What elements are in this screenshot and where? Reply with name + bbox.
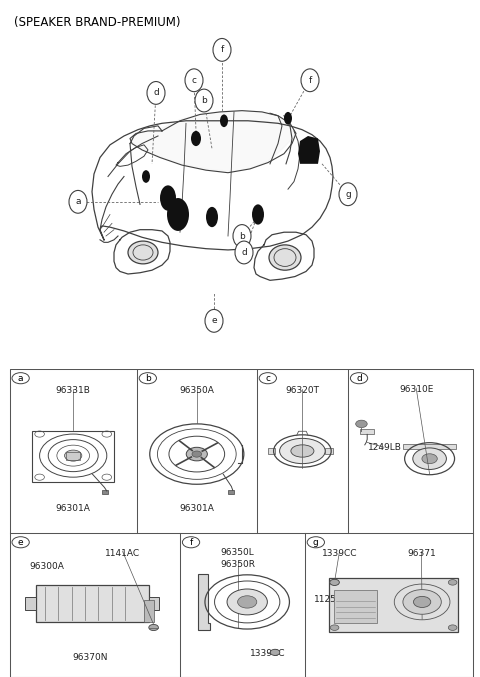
Circle shape xyxy=(330,625,339,630)
Circle shape xyxy=(413,448,446,469)
Text: a: a xyxy=(75,197,81,206)
Text: d: d xyxy=(153,89,159,97)
Text: 96301A: 96301A xyxy=(56,504,91,513)
Text: f: f xyxy=(220,45,224,54)
Circle shape xyxy=(307,537,324,548)
Ellipse shape xyxy=(167,198,189,231)
Circle shape xyxy=(413,596,431,607)
Circle shape xyxy=(238,596,257,608)
Circle shape xyxy=(147,81,165,104)
Circle shape xyxy=(270,649,280,655)
Ellipse shape xyxy=(252,204,264,225)
FancyBboxPatch shape xyxy=(403,444,456,450)
Text: 1339CC: 1339CC xyxy=(250,649,285,659)
Circle shape xyxy=(233,225,251,247)
Polygon shape xyxy=(298,136,320,164)
Ellipse shape xyxy=(220,114,228,127)
Circle shape xyxy=(448,625,457,630)
Text: 96370N: 96370N xyxy=(72,653,108,662)
Text: c: c xyxy=(192,76,196,85)
Text: 1339CC: 1339CC xyxy=(322,548,357,558)
Polygon shape xyxy=(198,574,210,630)
Circle shape xyxy=(330,580,339,586)
Text: 1249LB: 1249LB xyxy=(368,443,402,452)
Ellipse shape xyxy=(279,439,325,464)
Ellipse shape xyxy=(160,185,176,211)
Text: g: g xyxy=(313,538,319,547)
Circle shape xyxy=(12,372,29,384)
Circle shape xyxy=(259,372,276,384)
Circle shape xyxy=(350,372,368,384)
Circle shape xyxy=(139,372,156,384)
FancyBboxPatch shape xyxy=(149,596,159,610)
FancyBboxPatch shape xyxy=(25,596,36,610)
Circle shape xyxy=(69,190,87,213)
Text: 96310E: 96310E xyxy=(399,385,433,395)
Ellipse shape xyxy=(142,170,150,183)
Text: c: c xyxy=(265,374,270,383)
Text: 96300A: 96300A xyxy=(30,563,65,571)
Circle shape xyxy=(227,589,267,615)
Circle shape xyxy=(149,624,158,630)
Ellipse shape xyxy=(128,241,158,264)
Text: g: g xyxy=(345,190,351,199)
Polygon shape xyxy=(102,490,108,494)
Circle shape xyxy=(186,447,207,461)
Circle shape xyxy=(422,454,437,464)
Text: (SPEAKER BRAND-PREMIUM): (SPEAKER BRAND-PREMIUM) xyxy=(14,16,181,28)
Text: f: f xyxy=(308,76,312,85)
Circle shape xyxy=(301,69,319,91)
Circle shape xyxy=(205,309,223,332)
Text: 1141AC: 1141AC xyxy=(105,548,140,558)
FancyBboxPatch shape xyxy=(360,429,374,435)
Circle shape xyxy=(195,89,213,112)
Circle shape xyxy=(403,590,441,614)
Polygon shape xyxy=(130,110,296,171)
Ellipse shape xyxy=(284,112,292,125)
Text: d: d xyxy=(356,374,362,383)
Text: 96331B: 96331B xyxy=(56,386,91,395)
Text: b: b xyxy=(239,232,245,240)
FancyBboxPatch shape xyxy=(268,447,275,454)
Circle shape xyxy=(330,580,339,585)
Text: b: b xyxy=(201,96,207,105)
Ellipse shape xyxy=(206,207,218,227)
FancyBboxPatch shape xyxy=(329,578,458,632)
Text: 1125AD: 1125AD xyxy=(314,595,350,604)
Circle shape xyxy=(182,537,200,548)
Circle shape xyxy=(64,450,82,461)
Text: e: e xyxy=(18,538,24,547)
Text: 96301A: 96301A xyxy=(180,504,214,513)
Text: e: e xyxy=(211,316,217,326)
FancyBboxPatch shape xyxy=(36,585,149,622)
Circle shape xyxy=(448,580,457,585)
Text: 96350A: 96350A xyxy=(180,386,214,395)
Text: b: b xyxy=(145,374,151,383)
Circle shape xyxy=(339,183,357,206)
Circle shape xyxy=(12,537,29,548)
FancyBboxPatch shape xyxy=(325,447,333,454)
Text: 96371: 96371 xyxy=(407,548,436,558)
Text: a: a xyxy=(18,374,24,383)
Circle shape xyxy=(235,241,253,264)
Text: 96350L: 96350L xyxy=(221,548,254,556)
Polygon shape xyxy=(228,489,234,494)
Ellipse shape xyxy=(291,445,314,457)
Circle shape xyxy=(356,420,367,428)
FancyBboxPatch shape xyxy=(144,600,154,622)
Circle shape xyxy=(185,69,203,91)
Text: f: f xyxy=(190,538,192,547)
FancyBboxPatch shape xyxy=(334,590,377,624)
Circle shape xyxy=(192,451,202,457)
Text: 96320T: 96320T xyxy=(286,386,319,395)
Text: d: d xyxy=(241,248,247,257)
Circle shape xyxy=(213,39,231,61)
Text: 96350R: 96350R xyxy=(220,560,255,569)
Ellipse shape xyxy=(191,131,201,146)
Ellipse shape xyxy=(269,245,301,270)
